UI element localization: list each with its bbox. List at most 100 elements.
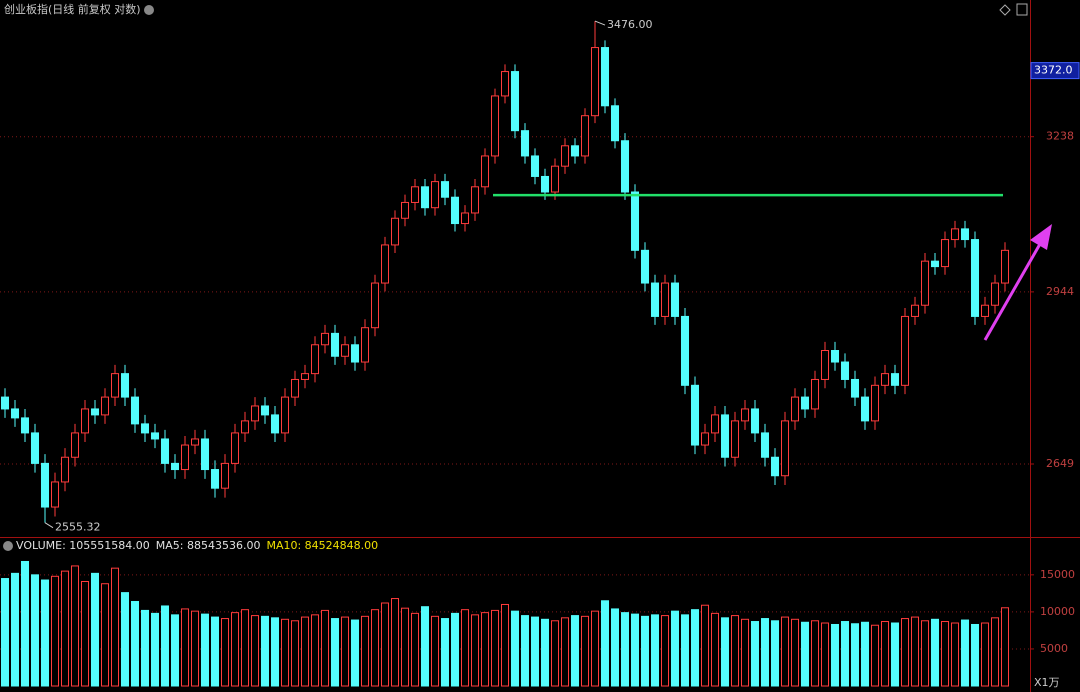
candle-body	[791, 396, 799, 422]
candle-body	[841, 361, 849, 380]
candle-body	[881, 373, 889, 386]
volume-bar	[211, 616, 219, 687]
volume-bar	[641, 615, 649, 687]
y-tick-label: 3238	[1046, 130, 1074, 143]
candle-body	[811, 378, 819, 410]
volume-bar	[891, 622, 899, 687]
candle-body	[241, 420, 249, 434]
volume-bar	[331, 618, 339, 687]
volume-bar	[521, 615, 529, 687]
candle-body	[591, 47, 599, 117]
candle-body	[21, 417, 29, 434]
candle-body	[201, 438, 209, 471]
volume-bar	[881, 621, 889, 687]
candle-body	[621, 140, 629, 193]
candle-body	[421, 186, 429, 209]
volume-bar	[91, 572, 99, 687]
candle-body	[141, 423, 149, 434]
volume-bar	[361, 615, 369, 687]
volume-bar	[321, 609, 329, 687]
volume-bar	[651, 614, 659, 687]
volume-bar	[591, 610, 599, 687]
volume-bar	[541, 618, 549, 687]
volume-bar	[371, 609, 379, 687]
candle-body	[271, 414, 279, 434]
volume-bar	[461, 609, 469, 687]
volume-legend-item: MA5: 88543536.00	[156, 539, 261, 552]
icon-box[interactable]	[1016, 3, 1028, 16]
candle-body	[101, 396, 109, 416]
title-menu[interactable]	[144, 5, 154, 15]
candle-body	[751, 408, 759, 434]
candle-body	[731, 420, 739, 458]
volume-bar	[1, 578, 9, 687]
volume-bar	[901, 618, 909, 687]
volume-bar	[921, 620, 929, 687]
candle-body	[501, 71, 509, 97]
icon-diamond[interactable]	[999, 4, 1011, 16]
candle-body	[951, 228, 959, 241]
candle-body	[71, 432, 79, 458]
candle-body	[151, 432, 159, 440]
volume-bar	[351, 619, 359, 687]
volume-bar	[681, 614, 689, 687]
volume-bar	[271, 617, 279, 687]
volume-bar	[871, 624, 879, 687]
volume-bar	[291, 620, 299, 687]
candle-body	[181, 444, 189, 471]
candle-body	[571, 145, 579, 157]
volume-bar	[751, 621, 759, 687]
volume-bar	[341, 616, 349, 687]
candle-body	[371, 282, 379, 329]
volume-bar	[861, 621, 869, 687]
volume-bar	[511, 610, 519, 687]
volume-bar	[451, 612, 459, 687]
volume-bar	[221, 618, 229, 687]
candle-body	[391, 217, 399, 246]
volume-bar	[81, 581, 89, 687]
volume-bar	[611, 608, 619, 687]
candle-body	[161, 438, 169, 464]
candle-body	[851, 378, 859, 398]
candle-body	[691, 384, 699, 446]
candle-body	[311, 344, 319, 375]
volume-y-tick-label: 15000	[1040, 568, 1075, 581]
candle-body	[361, 327, 369, 363]
volume-bar	[991, 617, 999, 687]
candle-body	[991, 282, 999, 306]
volume-bar	[111, 567, 119, 687]
volume-bar	[101, 583, 109, 687]
volume-bar	[701, 604, 709, 687]
candle-body	[451, 196, 459, 225]
candle-body	[941, 239, 949, 268]
candle-body	[41, 462, 49, 508]
volume-bar	[11, 572, 19, 687]
candle-body	[761, 432, 769, 458]
volume-bar	[971, 623, 979, 687]
volume-bar	[501, 603, 509, 687]
candle-body	[561, 145, 569, 167]
volume-bar	[261, 615, 269, 687]
candle-body	[381, 244, 389, 284]
candle-body	[511, 71, 519, 132]
candle-body	[611, 105, 619, 142]
volume-bar	[851, 623, 859, 687]
candle-body	[191, 438, 199, 446]
volume-bar	[21, 560, 29, 687]
candle-body	[131, 396, 139, 425]
volume-bar	[131, 601, 139, 687]
volume-bar	[771, 620, 779, 687]
volume-bar	[621, 612, 629, 687]
chart-title: 创业板指(日线 前复权 对数)	[4, 2, 141, 16]
candle-body	[401, 201, 409, 219]
candle-body	[971, 239, 979, 317]
candle-body	[171, 462, 179, 471]
volume-menu[interactable]	[3, 541, 13, 551]
volume-bar	[571, 615, 579, 687]
volume-bar	[71, 565, 79, 687]
candle-body	[111, 373, 119, 398]
candle-body	[581, 115, 589, 157]
